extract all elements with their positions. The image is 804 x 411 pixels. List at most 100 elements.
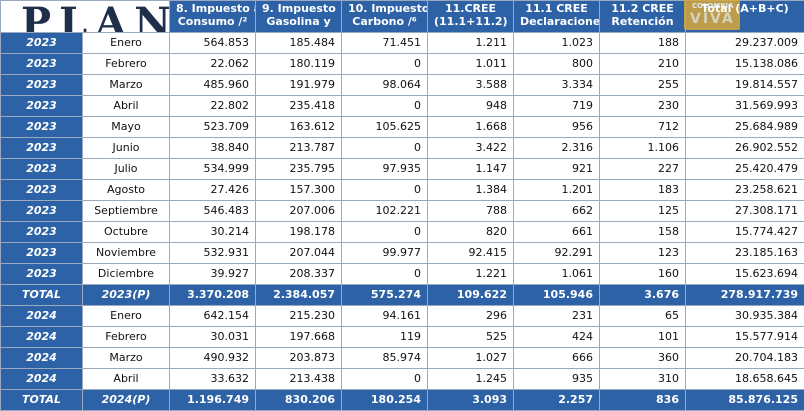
value-cell: 661 [514,222,600,243]
value-cell: 1.668 [428,117,514,138]
value-cell: 235.795 [256,159,342,180]
year-cell: 2023 [1,54,83,75]
total-label-cell: TOTAL [1,285,83,306]
value-cell: 207.044 [256,243,342,264]
year-cell: 2023 [1,243,83,264]
value-cell: 3.370.208 [170,285,256,306]
column-header-impuesto-carbono: 10. Impuesto alCarbono /⁶ [342,1,428,33]
year-cell: 2023 [1,180,83,201]
value-cell: 99.977 [342,243,428,264]
value-cell: 203.873 [256,348,342,369]
value-cell: 98.064 [342,75,428,96]
value-cell: 119 [342,327,428,348]
value-cell: 198.178 [256,222,342,243]
value-cell: 180.254 [342,390,428,411]
year-cell: 2024 [1,327,83,348]
month-cell: Abril [83,96,170,117]
value-cell: 207.006 [256,201,342,222]
value-cell: 215.230 [256,306,342,327]
value-cell: 800 [514,54,600,75]
value-cell: 1.023 [514,33,600,54]
month-cell: Noviembre [83,243,170,264]
value-cell: 208.337 [256,264,342,285]
month-cell: Febrero [83,327,170,348]
value-cell: 525 [428,327,514,348]
value-cell: 523.709 [170,117,256,138]
value-cell: 788 [428,201,514,222]
value-cell: 39.927 [170,264,256,285]
year-cell: 2023 [1,159,83,180]
value-cell: 296 [428,306,514,327]
year-cell: 2023 [1,264,83,285]
total-value-cell: 23.258.621 [686,180,804,201]
value-cell: 230 [600,96,686,117]
year-cell: 2023 [1,138,83,159]
value-cell: 836 [600,390,686,411]
value-cell: 546.483 [170,201,256,222]
value-cell: 213.438 [256,369,342,390]
logo-cell: PLAN [1,1,170,33]
value-cell: 85.974 [342,348,428,369]
value-cell: 125 [600,201,686,222]
month-cell: Julio [83,159,170,180]
value-cell: 0 [342,138,428,159]
value-cell: 92.291 [514,243,600,264]
year-cell: 2023 [1,222,83,243]
value-cell: 534.999 [170,159,256,180]
year-cell: 2023 [1,33,83,54]
total-value-cell: 15.623.694 [686,264,804,285]
month-cell: Enero [83,306,170,327]
value-cell: 1.201 [514,180,600,201]
value-cell: 30.214 [170,222,256,243]
value-cell: 424 [514,327,600,348]
year-cell: 2024 [1,348,83,369]
value-cell: 163.612 [256,117,342,138]
month-cell: Diciembre [83,264,170,285]
value-cell: 22.062 [170,54,256,75]
value-cell: 490.932 [170,348,256,369]
value-cell: 2.257 [514,390,600,411]
value-cell: 3.334 [514,75,600,96]
year-cell: 2024 [1,306,83,327]
value-cell: 666 [514,348,600,369]
value-cell: 0 [342,96,428,117]
value-cell: 92.415 [428,243,514,264]
value-cell: 157.300 [256,180,342,201]
logo-text: PLAN [21,3,170,33]
total-value-cell: 29.237.009 [686,33,804,54]
total-value-cell: 27.308.171 [686,201,804,222]
value-cell: 1.221 [428,264,514,285]
total-label-cell: TOTAL [1,390,83,411]
month-cell: Marzo [83,348,170,369]
total-value-cell: 15.577.914 [686,327,804,348]
total-value-cell: 25.420.479 [686,159,804,180]
value-cell: 662 [514,201,600,222]
total-value-cell: 85.876.125 [686,390,804,411]
value-cell: 231 [514,306,600,327]
value-cell: 2.384.057 [256,285,342,306]
month-cell: Agosto [83,180,170,201]
value-cell: 1.211 [428,33,514,54]
value-cell: 0 [342,369,428,390]
month-cell: Marzo [83,75,170,96]
value-cell: 575.274 [342,285,428,306]
value-cell: 210 [600,54,686,75]
total-value-cell: 278.917.739 [686,285,804,306]
total-value-cell: 15.138.086 [686,54,804,75]
value-cell: 197.668 [256,327,342,348]
value-cell: 564.853 [170,33,256,54]
value-cell: 191.979 [256,75,342,96]
value-cell: 105.946 [514,285,600,306]
